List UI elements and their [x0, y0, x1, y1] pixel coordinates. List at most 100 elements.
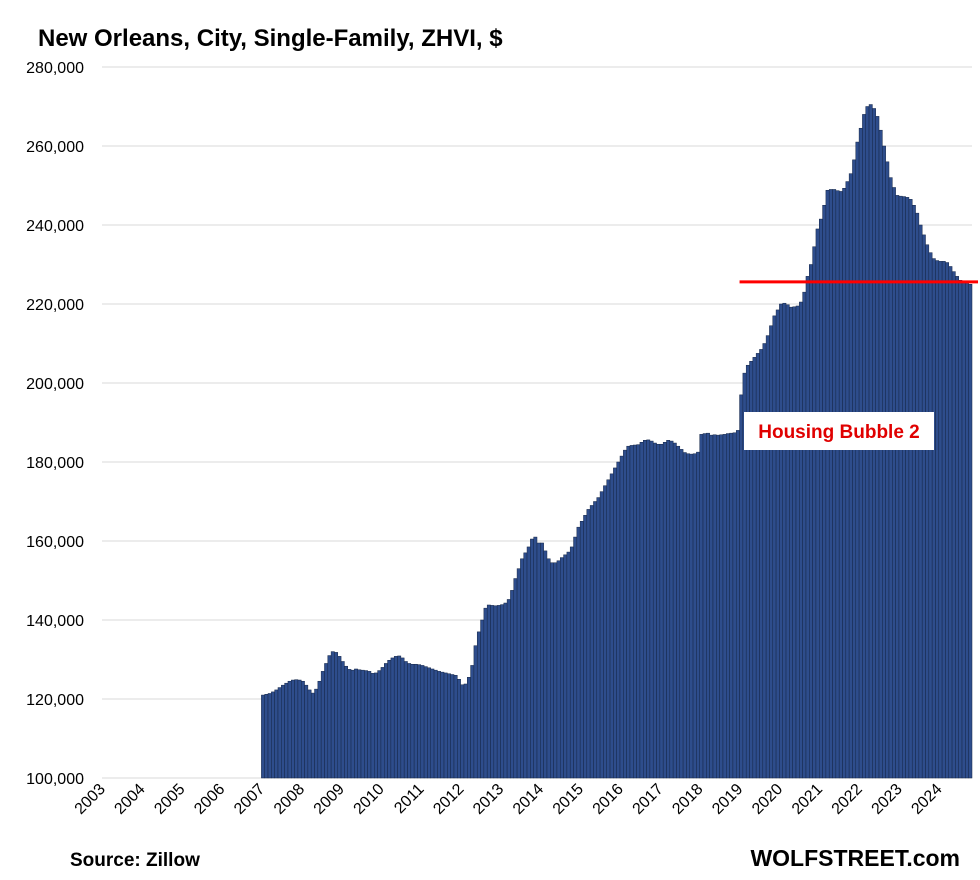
x-tick-label: 2021	[789, 781, 826, 818]
bar	[300, 680, 305, 779]
bar	[902, 196, 906, 779]
bar	[692, 453, 697, 779]
bar	[911, 205, 916, 779]
bar	[636, 444, 641, 779]
bar	[350, 669, 355, 779]
bar	[393, 656, 398, 779]
bar	[553, 562, 558, 779]
bar	[812, 246, 817, 779]
bar	[433, 669, 438, 779]
bar	[858, 127, 863, 779]
bar	[603, 485, 607, 779]
bar	[951, 271, 956, 779]
bar	[347, 669, 352, 779]
bar	[566, 551, 571, 779]
x-tick-label: 2012	[430, 781, 467, 818]
bar	[855, 141, 860, 779]
bar	[261, 694, 265, 779]
y-tick-label: 160,000	[26, 534, 84, 551]
bar	[516, 568, 521, 779]
bar	[453, 675, 458, 779]
x-tick-label: 2009	[311, 781, 348, 818]
bar	[961, 282, 966, 779]
bar	[852, 159, 857, 779]
bar	[277, 687, 282, 779]
bar	[533, 536, 538, 779]
bar	[540, 542, 544, 779]
bar	[536, 542, 541, 779]
bar	[403, 661, 408, 779]
bar	[941, 261, 946, 779]
bar	[407, 663, 412, 779]
bar	[267, 693, 272, 779]
y-tick-label: 220,000	[26, 297, 84, 314]
bar	[559, 557, 564, 779]
bar	[397, 655, 402, 779]
bar	[795, 305, 800, 779]
bar	[815, 228, 820, 779]
bar	[729, 432, 734, 779]
bar	[550, 562, 554, 779]
x-tick-label: 2022	[829, 781, 866, 818]
bar	[626, 445, 631, 779]
bar	[706, 432, 710, 779]
bar	[719, 434, 724, 779]
bar	[387, 660, 392, 779]
bar	[931, 258, 936, 779]
bar	[809, 264, 813, 779]
bar	[696, 451, 700, 779]
x-tick-label: 2018	[669, 781, 706, 818]
bar	[523, 552, 528, 779]
y-tick-label: 240,000	[26, 218, 84, 235]
bar	[619, 455, 624, 779]
bar	[496, 605, 501, 779]
bar	[384, 663, 388, 779]
bar	[649, 440, 654, 779]
bar	[400, 657, 405, 779]
bar	[281, 684, 285, 779]
bar	[606, 479, 611, 779]
bar	[490, 605, 495, 779]
bar	[304, 684, 309, 779]
bar	[360, 669, 365, 779]
bar	[965, 282, 969, 779]
bar	[513, 578, 518, 779]
bar	[390, 657, 395, 779]
bar	[799, 301, 803, 779]
bar	[739, 394, 744, 779]
bar	[291, 679, 295, 779]
bar	[792, 306, 797, 779]
bar	[274, 689, 279, 779]
y-tick-label: 200,000	[26, 376, 84, 393]
bar	[676, 445, 681, 779]
bar	[579, 521, 584, 779]
bar	[782, 302, 787, 779]
bar	[908, 199, 913, 779]
bar	[666, 440, 671, 779]
bar	[646, 439, 651, 779]
bar	[659, 443, 664, 779]
bar	[802, 291, 807, 779]
bar	[294, 679, 299, 779]
bar	[882, 145, 886, 779]
bar	[842, 188, 847, 779]
bar	[699, 434, 704, 779]
bar	[450, 674, 455, 779]
bar	[689, 453, 694, 779]
bar	[938, 261, 943, 779]
bar	[709, 434, 714, 779]
bar	[892, 187, 896, 779]
bar	[616, 461, 621, 779]
bar	[702, 433, 707, 779]
bar	[925, 244, 930, 779]
bar	[556, 560, 561, 779]
bar	[337, 656, 342, 779]
y-tick-label: 100,000	[26, 771, 84, 788]
bar	[374, 672, 378, 779]
x-tick-label: 2004	[111, 781, 148, 818]
bar	[968, 284, 973, 779]
bar	[819, 218, 823, 779]
bar	[945, 262, 950, 779]
bar	[543, 550, 548, 779]
bar	[440, 671, 445, 779]
